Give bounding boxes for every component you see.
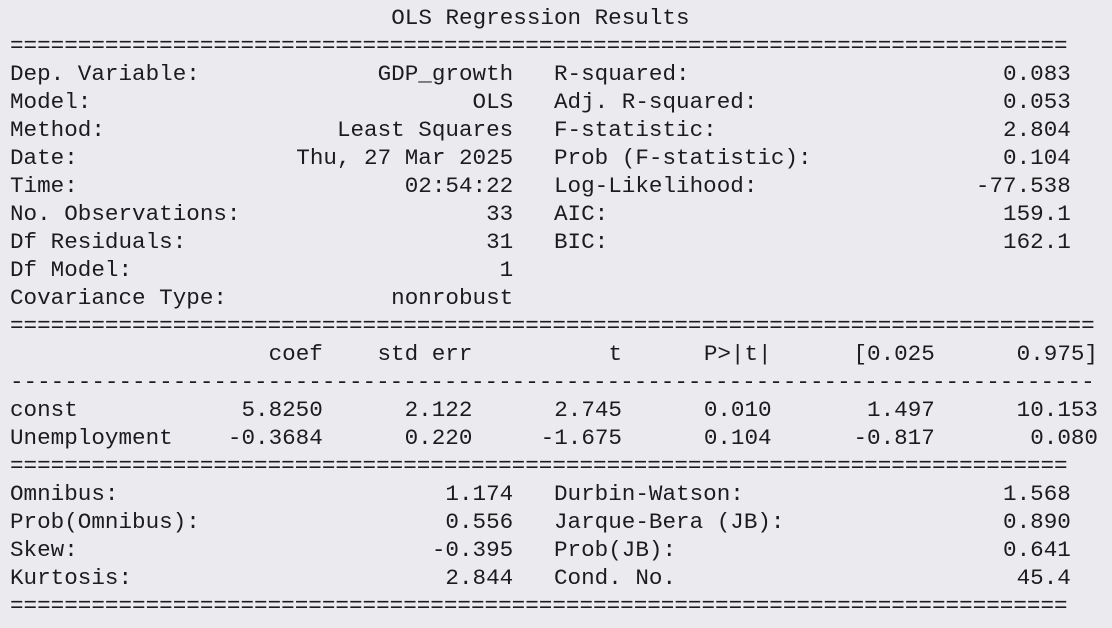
diagnostic-stat-value: 0.890	[1003, 509, 1071, 535]
fit-stat-value: -77.538	[975, 173, 1071, 199]
fit-stat-label: BIC:	[554, 229, 609, 255]
residual-stat-label: Omnibus:	[10, 481, 119, 507]
diagnostic-stat-value: 0.641	[1003, 537, 1071, 563]
residual-stat-value: 1.174	[445, 481, 514, 507]
model-stat-label: Model:	[10, 89, 92, 115]
diagnostic-stat-value: 45.4	[1016, 565, 1071, 591]
diagnostic-stat-label: Prob(JB):	[554, 537, 677, 563]
coefficient-cell: -0.3684	[227, 425, 323, 451]
column-header: t	[608, 341, 622, 367]
fit-stat-label: AIC:	[554, 201, 609, 227]
separator: ========================================…	[10, 593, 1068, 619]
coefficient-cell: 5.8250	[241, 397, 323, 423]
model-stat-label: Date:	[10, 145, 78, 171]
column-header: std err	[377, 341, 473, 367]
model-stat-label: Df Model:	[10, 257, 133, 283]
separator: ========================================…	[10, 33, 1068, 59]
residual-stat-label: Skew:	[10, 537, 78, 563]
model-stat-value: 33	[486, 201, 514, 227]
diagnostic-stat-label: Durbin-Watson:	[554, 481, 744, 507]
coefficient-cell: 0.010	[703, 397, 772, 423]
fit-stat-value: 0.104	[1003, 145, 1071, 171]
separator: ----------------------------------------…	[10, 369, 1095, 395]
residual-stat-label: Kurtosis:	[10, 565, 133, 591]
model-stat-value: 31	[486, 229, 514, 255]
model-stat-label: Time:	[10, 173, 78, 199]
model-stat-value: GDP_growth	[377, 61, 514, 87]
fit-stat-value: 0.053	[1003, 89, 1071, 115]
column-header: P>|t|	[703, 341, 772, 367]
model-stat-value: 02:54:22	[404, 173, 514, 199]
separator: ========================================…	[10, 313, 1095, 339]
diagnostic-stat-label: Cond. No.	[554, 565, 677, 591]
separator: ========================================…	[10, 453, 1068, 479]
model-stat-label: Method:	[10, 117, 105, 143]
fit-stat-value: 2.804	[1003, 117, 1071, 143]
column-header: 0.975]	[1016, 341, 1098, 367]
coefficient-cell: 0.220	[404, 425, 473, 451]
model-stat-value: OLS	[472, 89, 514, 115]
model-stat-label: Dep. Variable:	[10, 61, 200, 87]
model-stat-label: No. Observations:	[10, 201, 241, 227]
model-stat-value: nonrobust	[391, 285, 514, 311]
model-stat-value: 1	[499, 257, 514, 283]
coefficient-cell: 0.080	[1030, 425, 1098, 451]
fit-stat-label: Log-Likelihood:	[554, 173, 758, 199]
fit-stat-label: Adj. R-squared:	[554, 89, 758, 115]
model-stat-label: Covariance Type:	[10, 285, 227, 311]
fit-stat-label: Prob (F-statistic):	[554, 145, 812, 171]
coefficient-cell: -1.675	[540, 425, 622, 451]
fit-stat-value: 162.1	[1003, 229, 1071, 255]
diagnostic-stat-value: 1.568	[1003, 481, 1071, 507]
model-stat-value: Least Squares	[336, 117, 514, 143]
diagnostic-stat-label: Jarque-Bera (JB):	[554, 509, 785, 535]
residual-stat-value: 2.844	[445, 565, 514, 591]
variable-name: Unemployment	[10, 425, 173, 451]
residual-stat-value: -0.395	[431, 537, 514, 563]
coefficient-cell: 0.104	[703, 425, 772, 451]
residual-stat-label: Prob(Omnibus):	[10, 509, 200, 535]
column-header: [0.025	[853, 341, 935, 367]
coefficient-cell: 1.497	[867, 397, 935, 423]
fit-stat-value: 159.1	[1003, 201, 1071, 227]
coefficient-cell: 10.153	[1016, 397, 1098, 423]
variable-name: const	[10, 397, 78, 423]
coefficient-cell: 2.122	[404, 397, 473, 423]
fit-stat-value: 0.083	[1003, 61, 1071, 87]
title: OLS Regression Results	[391, 5, 690, 31]
coefficient-cell: 2.745	[554, 397, 622, 423]
fit-stat-label: F-statistic:	[554, 117, 717, 143]
coefficient-cell: -0.817	[853, 425, 935, 451]
model-stat-value: Thu, 27 Mar 2025	[296, 145, 514, 171]
column-header: coef	[268, 341, 323, 367]
model-stat-label: Df Residuals:	[10, 229, 187, 255]
fit-stat-label: R-squared:	[554, 61, 690, 87]
residual-stat-value: 0.556	[445, 509, 514, 535]
